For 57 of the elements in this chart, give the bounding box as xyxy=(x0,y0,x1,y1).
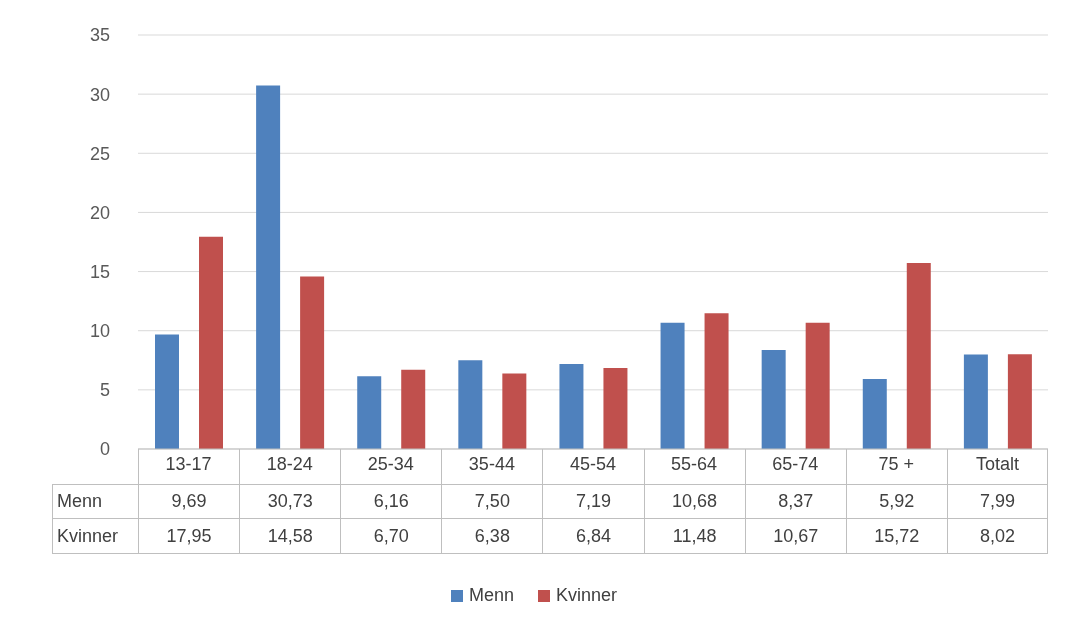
x-tick-label: 35-44 xyxy=(468,453,515,474)
data-label: 6,38 xyxy=(474,525,510,547)
bar xyxy=(300,276,325,449)
bar xyxy=(155,334,179,449)
bar xyxy=(502,373,527,449)
bar xyxy=(603,368,628,449)
data-label: 11,48 xyxy=(672,525,717,547)
bar xyxy=(963,354,988,449)
data-label: 7,19 xyxy=(575,491,612,512)
bar xyxy=(1007,354,1032,449)
y-tick-label: 15 xyxy=(89,261,110,282)
bar xyxy=(660,322,685,449)
y-tick-label: 30 xyxy=(89,84,110,105)
y-tick-label: 20 xyxy=(89,202,110,223)
data-label: 7,50 xyxy=(474,491,510,512)
text: Kvinner xyxy=(57,525,119,546)
bar xyxy=(704,313,729,449)
bar xyxy=(805,322,830,449)
data-label: 5,92 xyxy=(879,491,915,512)
data-label: 17,95 xyxy=(166,525,212,547)
x-tick-label: 18-24 xyxy=(266,453,313,474)
data-label: 6,84 xyxy=(575,525,612,547)
data-label: 15,72 xyxy=(874,525,920,547)
bar xyxy=(256,85,281,449)
legend-label: Kvinner xyxy=(556,585,618,606)
data-label: 8,02 xyxy=(979,525,1015,547)
data-label: 14,58 xyxy=(267,525,313,547)
data-label: 6,16 xyxy=(373,491,409,512)
y-tick-label: 25 xyxy=(89,143,110,164)
bar xyxy=(559,363,584,449)
data-label: 10,67 xyxy=(773,525,819,547)
bar xyxy=(357,376,382,449)
data-label: 7,99 xyxy=(979,491,1015,512)
x-tick-label: Totalt xyxy=(975,453,1019,474)
x-tick-label: 75 + xyxy=(878,453,915,474)
data-label: 8,37 xyxy=(778,491,814,512)
data-label: 9,69 xyxy=(171,491,207,512)
y-tick-label: 10 xyxy=(89,321,110,342)
x-tick-label: 65-74 xyxy=(772,453,819,474)
data-label: 10,68 xyxy=(672,491,718,512)
text: Menn xyxy=(57,491,103,511)
x-tick-label: 55-64 xyxy=(671,453,718,474)
x-tick-label: 45-54 xyxy=(569,453,617,474)
bar xyxy=(862,378,887,449)
y-tick-label: 35 xyxy=(89,25,110,46)
bar xyxy=(199,236,223,449)
y-tick-label: 5 xyxy=(99,380,110,401)
bar xyxy=(906,263,931,449)
y-tick-label: 0 xyxy=(99,439,110,460)
data-label: 30,73 xyxy=(267,491,313,512)
bar xyxy=(458,360,483,449)
bar xyxy=(401,369,426,449)
x-tick-label: 25-34 xyxy=(367,453,414,474)
data-label: 6,70 xyxy=(373,525,409,547)
x-tick-label: 13-17 xyxy=(165,453,212,474)
bar xyxy=(761,349,786,449)
legend-label: Menn xyxy=(468,585,514,606)
